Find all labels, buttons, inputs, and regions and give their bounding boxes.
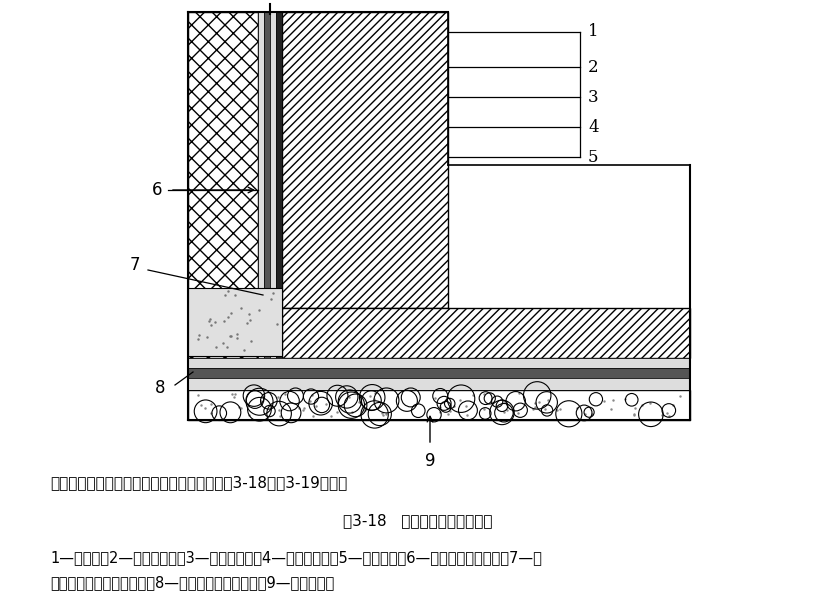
Polygon shape: [188, 390, 689, 420]
Text: 8: 8: [155, 379, 165, 397]
Polygon shape: [270, 12, 276, 358]
Text: 5: 5: [588, 149, 598, 166]
Polygon shape: [188, 12, 257, 358]
Text: 1: 1: [588, 23, 598, 40]
Text: 料防水层搭接部位保护层；8—涂料防水层搭接部位；9—混凝土垫层: 料防水层搭接部位保护层；8—涂料防水层搭接部位；9—混凝土垫层: [50, 575, 334, 590]
Text: 防水涂料一般采用外防外涂或外防内涂，如图3-18和图3-19所示。: 防水涂料一般采用外防外涂或外防内涂，如图3-18和图3-19所示。: [50, 475, 347, 490]
Polygon shape: [263, 12, 270, 358]
Polygon shape: [276, 12, 282, 358]
Polygon shape: [188, 378, 689, 390]
Text: 6: 6: [151, 181, 162, 199]
Polygon shape: [282, 12, 447, 308]
Text: 2: 2: [588, 58, 598, 75]
Polygon shape: [282, 308, 689, 358]
Polygon shape: [188, 358, 689, 368]
Polygon shape: [188, 368, 689, 378]
Text: 7: 7: [130, 256, 140, 274]
Text: 3: 3: [588, 88, 598, 105]
Polygon shape: [188, 288, 282, 356]
Text: 1—保护墙；2—砂浆保护层；3—涂料防水层；4—砂浆找平层；5—结构墙体；6—涂料防水层加强层；7—涂: 1—保护墙；2—砂浆保护层；3—涂料防水层；4—砂浆找平层；5—结构墙体；6—涂…: [50, 550, 541, 565]
Text: 图3-18   防水涂料外防外涂构造: 图3-18 防水涂料外防外涂构造: [343, 513, 492, 528]
Text: 9: 9: [424, 452, 435, 470]
Text: 4: 4: [588, 119, 598, 135]
Polygon shape: [257, 12, 263, 358]
